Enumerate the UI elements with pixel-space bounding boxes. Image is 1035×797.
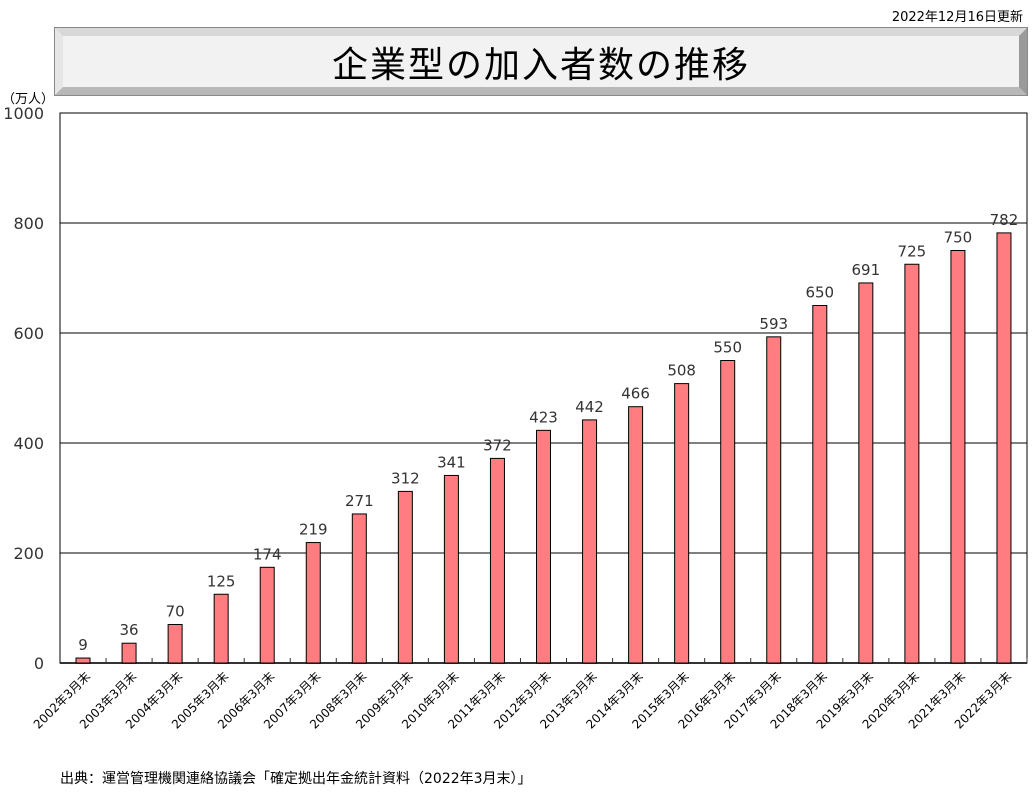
bar	[536, 429, 551, 664]
bar	[351, 513, 367, 664]
bar	[167, 624, 183, 664]
y-tick-label: 200	[13, 544, 44, 563]
y-tick-label: 1000	[3, 104, 44, 123]
y-tick-label: 600	[13, 324, 44, 343]
y-axis-unit: （万人）	[2, 92, 55, 107]
data-label: 782	[990, 211, 1019, 229]
bar	[213, 593, 229, 664]
bar	[904, 263, 920, 664]
y-tick-label: 400	[13, 434, 44, 453]
bar	[397, 490, 413, 664]
data-label: 442	[575, 398, 604, 416]
bar	[812, 305, 828, 664]
bar	[720, 360, 736, 664]
data-label: 70	[166, 603, 185, 621]
data-label: 9	[78, 636, 88, 654]
data-label: 341	[437, 453, 466, 471]
bar	[305, 542, 321, 664]
bar	[628, 406, 644, 664]
data-label: 271	[345, 492, 374, 510]
y-tick-label: 0	[34, 654, 44, 673]
bar	[858, 282, 874, 664]
bar	[489, 457, 505, 664]
data-label: 174	[253, 545, 282, 563]
data-label: 550	[713, 339, 742, 357]
data-label: 312	[391, 469, 420, 487]
bar	[75, 657, 91, 664]
y-tick-label: 800	[13, 214, 44, 233]
data-label: 36	[120, 621, 139, 639]
bar	[766, 336, 782, 664]
data-label: 219	[299, 521, 328, 539]
data-label: 750	[944, 229, 973, 247]
updated-date: 2022年12月16日更新	[891, 10, 1023, 25]
data-label: 508	[667, 362, 696, 380]
bar	[674, 383, 690, 664]
data-label: 466	[621, 385, 650, 403]
data-label: 423	[529, 408, 558, 426]
bar	[121, 642, 137, 664]
title-banner: 企業型の加入者数の推移	[54, 27, 1028, 96]
data-label: 593	[759, 315, 788, 333]
data-label: 125	[207, 572, 236, 590]
bar	[582, 419, 598, 664]
data-label: 372	[483, 436, 512, 454]
bar	[259, 566, 275, 664]
data-label: 725	[898, 242, 927, 260]
chart-title: 企業型の加入者数の推移	[331, 44, 750, 86]
bar	[443, 474, 459, 664]
source-note: 出典：運営管理機関連絡協議会「確定拠出年金統計資料（2022年3月末）」	[60, 771, 532, 787]
bar	[996, 232, 1012, 664]
data-label: 691	[852, 261, 881, 279]
bar	[950, 250, 966, 664]
data-label: 650	[805, 284, 834, 302]
